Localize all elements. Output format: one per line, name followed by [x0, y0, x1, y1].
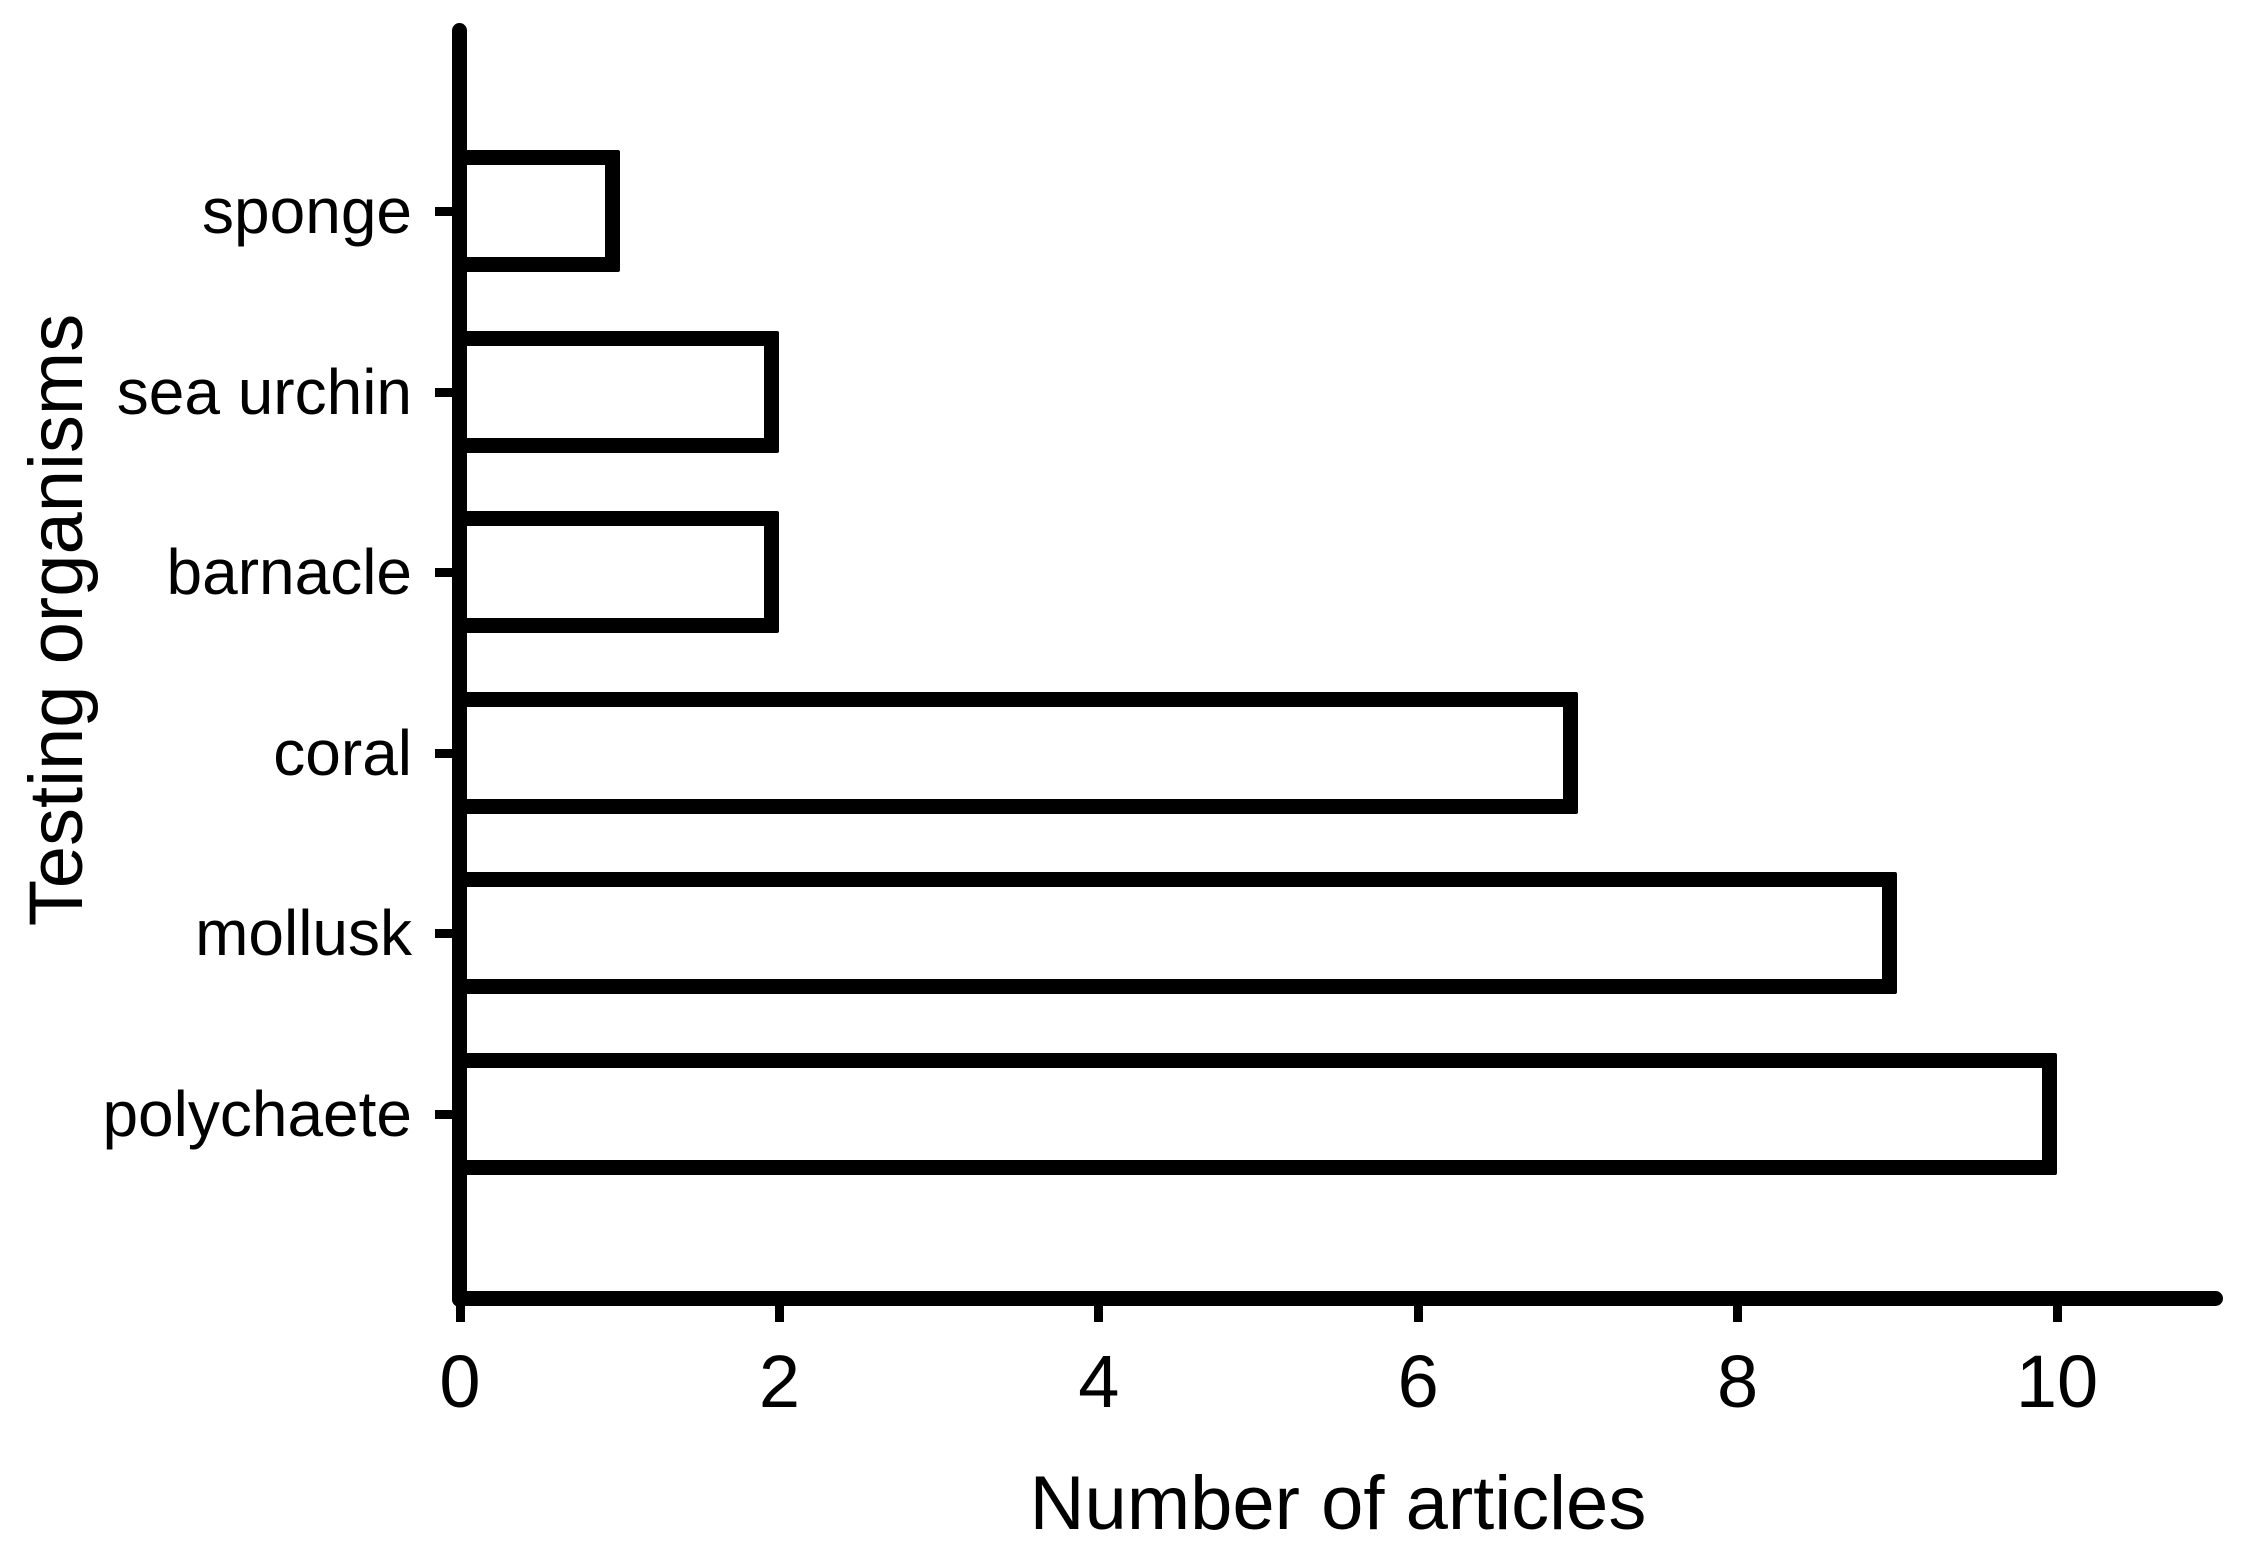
x-tick-6: [1413, 1306, 1423, 1322]
y-tick-sponge: [435, 207, 452, 216]
bar-coral: [452, 691, 1578, 814]
bar-sponge: [452, 150, 620, 272]
category-label-mollusk: mollusk: [195, 897, 412, 970]
x-tick-2: [774, 1306, 784, 1322]
x-tick-label-8: 8: [1717, 1340, 1759, 1423]
x-tick-0: [455, 1306, 465, 1322]
bar-polychaete: [452, 1053, 2057, 1175]
x-tick-label-4: 4: [1078, 1340, 1120, 1423]
y-axis-line: [452, 23, 467, 1307]
x-axis-title: Number of articles: [1029, 1461, 1647, 1546]
category-label-polychaete: polychaete: [102, 1078, 412, 1150]
category-label-sea-urchin: sea urchin: [116, 355, 412, 428]
x-tick-label-2: 2: [758, 1340, 800, 1423]
x-axis-line: [452, 1291, 2223, 1306]
bar-barnacle: [452, 511, 780, 634]
y-tick-mollusk: [435, 929, 452, 939]
bar-mollusk: [452, 872, 1898, 995]
x-tick-label-0: 0: [439, 1340, 481, 1423]
x-tick-label-10: 10: [2015, 1340, 2099, 1423]
category-label-barnacle: barnacle: [166, 536, 413, 609]
x-tick-10: [2052, 1306, 2062, 1322]
y-tick-sea-urchin: [435, 387, 452, 397]
x-tick-label-6: 6: [1397, 1340, 1439, 1423]
x-tick-4: [1094, 1306, 1104, 1322]
x-tick-8: [1733, 1306, 1743, 1322]
y-tick-coral: [435, 748, 452, 758]
bar-sea-urchin: [452, 330, 780, 453]
category-label-coral: coral: [273, 716, 412, 789]
y-tick-barnacle: [435, 568, 452, 578]
y-tick-polychaete: [435, 1110, 452, 1119]
category-label-sponge: sponge: [202, 175, 412, 247]
